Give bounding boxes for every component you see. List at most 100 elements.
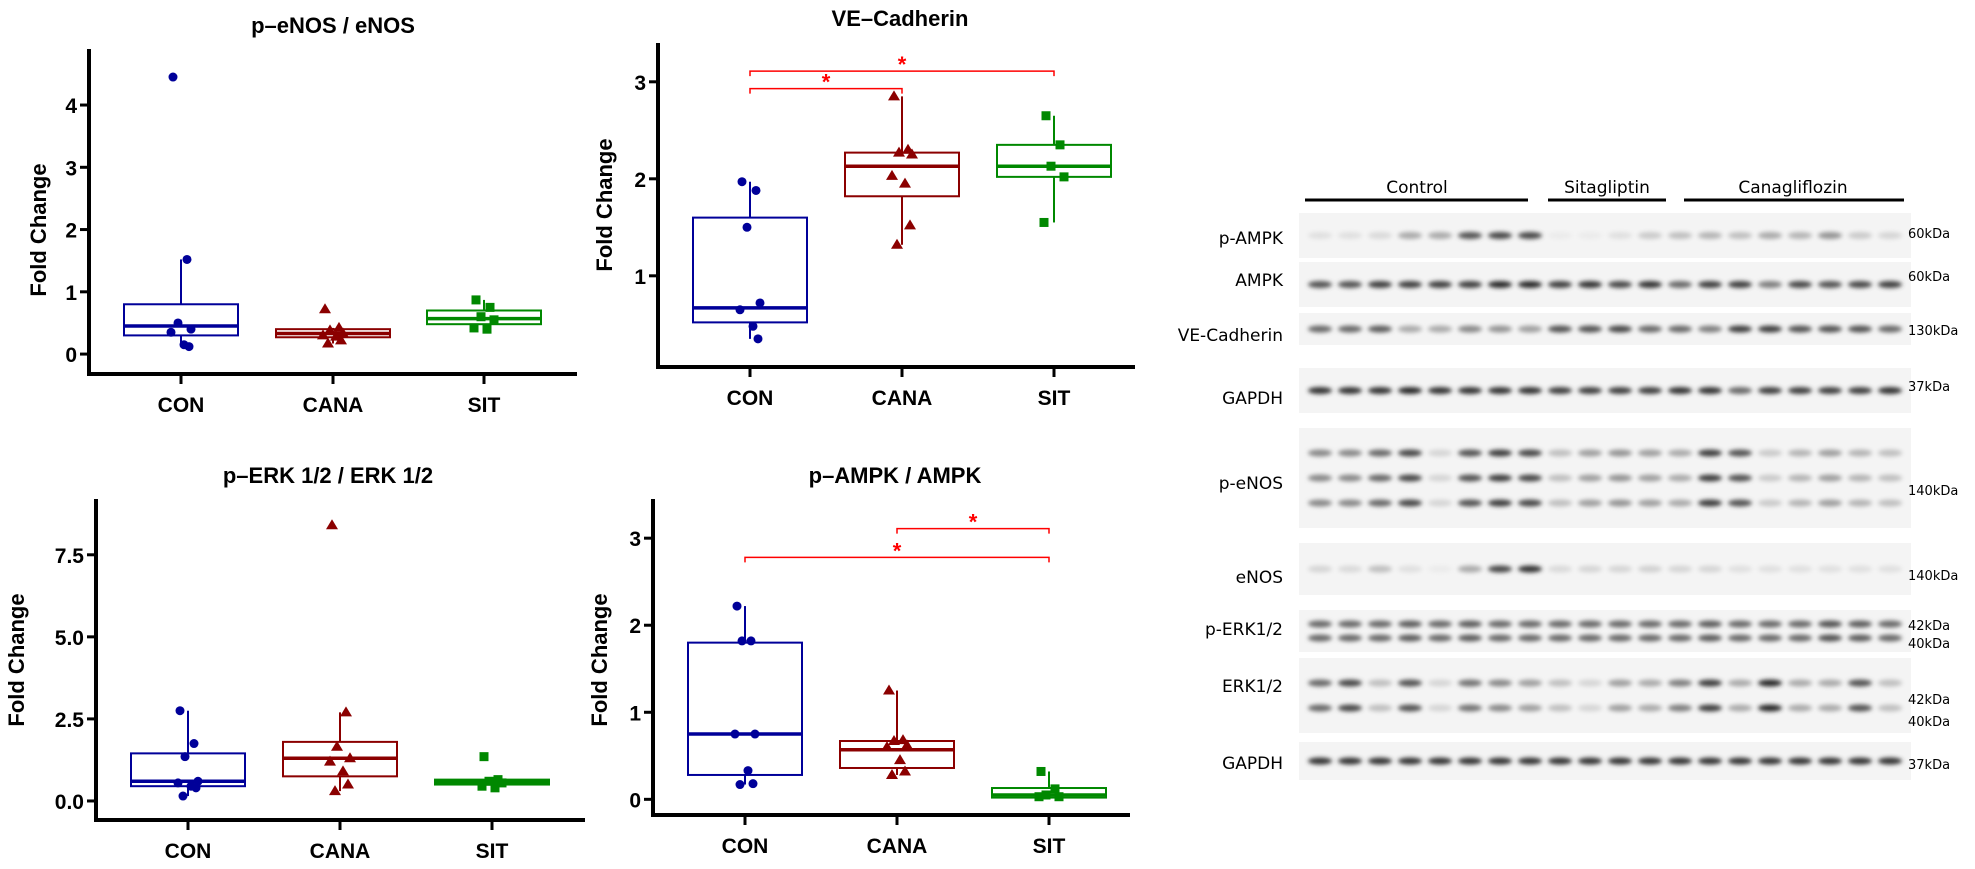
blot-band: [1668, 565, 1692, 573]
blot-band: [1848, 387, 1872, 394]
blot-band: [1698, 449, 1722, 457]
blot-band: [1368, 634, 1392, 642]
y-tick-label: 2.5: [55, 709, 85, 732]
blot-row-label: GAPDH: [1222, 754, 1283, 774]
blot-band: [1458, 325, 1482, 333]
y-tick-label: 0.0: [55, 791, 84, 814]
blot-band: [1368, 387, 1392, 394]
y-tick-label: 3: [65, 157, 77, 180]
blot-band: [1758, 757, 1782, 765]
blot-band: [1458, 281, 1482, 288]
blot-band: [1608, 449, 1632, 457]
significance-star: *: [893, 538, 902, 563]
blot-band: [1698, 232, 1722, 239]
data-point: [322, 337, 334, 348]
western-blot: Control Sitagliptin Canagliflozin p-AMPK…: [1178, 178, 1958, 780]
blot-band: [1548, 679, 1572, 687]
blot-band: [1518, 281, 1542, 288]
blot-band: [1428, 232, 1452, 239]
x-tick-label-con: CON: [722, 835, 769, 858]
data-point: [186, 324, 196, 334]
blot-band: [1398, 634, 1422, 642]
blot-band: [1788, 679, 1812, 687]
blot-band: [1428, 325, 1452, 333]
blot-band: [1638, 449, 1662, 457]
blot-band: [1338, 325, 1362, 333]
blot-band: [1578, 474, 1602, 482]
chart-ve-cadherin: VE–Cadherin Fold Change 1 2 3 CON CANA SIT * *: [592, 6, 1135, 410]
blot-band: [1698, 499, 1722, 507]
blot-band: [1488, 757, 1512, 765]
blot-band: [1578, 679, 1602, 687]
blot-band: [1338, 281, 1362, 288]
blot-band: [1698, 474, 1722, 482]
data-point: [755, 298, 765, 308]
blot-band: [1338, 232, 1362, 239]
blot-band: [1308, 387, 1332, 394]
blot-band: [1818, 449, 1842, 457]
blot-band: [1308, 474, 1332, 482]
blot-band: [1878, 634, 1902, 642]
data-point: [178, 791, 188, 801]
blot-band: [1668, 232, 1692, 239]
blot-band: [1608, 387, 1632, 394]
blot-band: [1638, 232, 1662, 239]
blot-band: [1878, 232, 1902, 239]
blot-band: [1668, 474, 1692, 482]
data-point: [182, 254, 192, 264]
blot-group-label-control: Control: [1386, 178, 1447, 198]
blot-band: [1548, 757, 1572, 765]
blot-band: [1308, 704, 1332, 712]
blot-band: [1458, 565, 1482, 573]
blot-band: [1728, 634, 1752, 642]
data-point: [329, 785, 341, 796]
box-sit: [996, 111, 1112, 227]
blot-band: [1518, 634, 1542, 642]
y-tick-label: 3: [629, 528, 641, 551]
blot-band: [1368, 474, 1392, 482]
blot-band: [1848, 232, 1872, 239]
blot-band: [1578, 449, 1602, 457]
box-iqr: [844, 151, 960, 198]
blot-band: [1668, 757, 1692, 765]
blot-band: [1788, 634, 1812, 642]
blot-band: [1788, 474, 1812, 482]
blot-band: [1668, 325, 1692, 333]
blot-band: [1728, 232, 1752, 239]
blot-band: [1308, 757, 1332, 765]
blot-row-p-ampk: p-AMPK 60kDa: [1219, 213, 1950, 258]
blot-band: [1518, 449, 1542, 457]
data-point: [751, 185, 761, 195]
blot-band: [1398, 325, 1422, 333]
blot-band: [1338, 565, 1362, 573]
blot-band: [1638, 325, 1662, 333]
y-tick-label: 0: [65, 344, 77, 367]
blot-band: [1518, 757, 1542, 765]
data-point: [344, 752, 356, 763]
blot-band: [1668, 387, 1692, 394]
blot-band: [1848, 620, 1872, 628]
chart-p-enos-enos: p–eNOS / eNOS Fold Change 0 1 2 3 4 CON CANA SI…: [26, 13, 577, 417]
blot-band: [1338, 449, 1362, 457]
blot-band: [1308, 281, 1332, 288]
blot-band: [1308, 232, 1332, 239]
blot-band: [1758, 387, 1782, 394]
blot-band: [1878, 387, 1902, 394]
y-tick-label: 2: [65, 220, 77, 243]
data-point: [746, 636, 756, 646]
blot-band: [1578, 565, 1602, 573]
blot-band: [1548, 449, 1572, 457]
data-point: [1036, 766, 1046, 776]
blot-band: [1758, 499, 1782, 507]
blot-band: [1788, 565, 1812, 573]
blot-band: [1578, 757, 1602, 765]
blot-band: [1698, 757, 1722, 765]
blot-band: [1428, 679, 1452, 687]
blot-band: [1878, 679, 1902, 687]
y-tick-label: 2: [634, 169, 646, 192]
data-point: [753, 334, 763, 344]
data-point: [331, 740, 343, 751]
x-tick-label-cana: CANA: [867, 835, 928, 858]
box-cana: [275, 303, 391, 348]
blot-band: [1428, 704, 1452, 712]
